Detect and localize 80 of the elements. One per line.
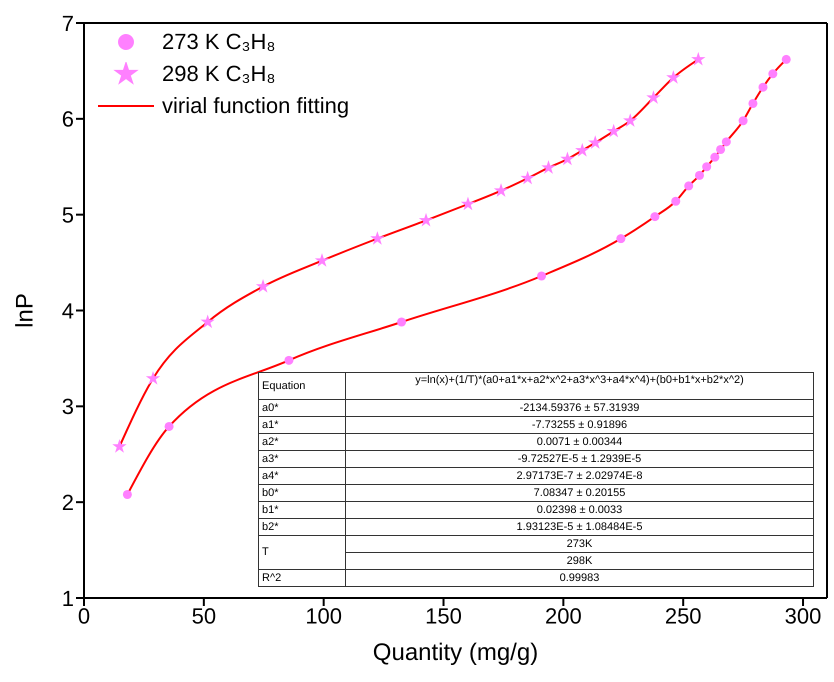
point	[650, 212, 660, 222]
point	[666, 70, 681, 84]
point	[164, 422, 174, 431]
annotation: y=ln(x)+(1/T)*(a0+a1*x+a2*x^2+a3*x^3+a4*x^4)+(b0+b1*x+b2*x^2)	[346, 372, 814, 400]
point	[758, 82, 768, 92]
point	[702, 162, 712, 172]
point	[575, 142, 590, 157]
y-tick-label: 2	[62, 490, 74, 515]
point	[606, 124, 621, 138]
annotation: a4*	[258, 468, 346, 484]
point	[541, 160, 556, 174]
annotation: 273K	[346, 536, 814, 552]
point	[122, 490, 132, 500]
annotation: b0*	[258, 484, 346, 502]
point	[200, 314, 215, 328]
annotation: 2.97173E-7 ± 2.02974E-8	[346, 468, 814, 484]
annotation: b1*	[258, 502, 346, 518]
annotation: 1.93123E-5 ± 1.08484E-5	[346, 518, 814, 536]
point	[284, 356, 294, 365]
point	[146, 370, 160, 385]
x-tick-label: 250	[664, 604, 702, 629]
point	[716, 144, 726, 154]
x-tick-label: 150	[425, 604, 462, 629]
point	[370, 231, 385, 245]
y-tick-label: 1	[62, 586, 74, 611]
annotation: a0*	[258, 400, 346, 416]
point	[616, 234, 626, 244]
y-axis-title: lnP	[12, 293, 39, 328]
point	[460, 196, 476, 210]
annotation: 0.99983	[346, 570, 814, 586]
y-tick-label: 3	[62, 394, 74, 420]
x-tick-label: 0	[78, 604, 90, 629]
y-tick-label: 4	[62, 298, 74, 324]
annotation: 7.08347 ± 0.20155	[346, 484, 814, 502]
y-tick-label: 5	[62, 202, 74, 228]
point	[710, 152, 720, 162]
point	[738, 116, 748, 126]
annotation: a2*	[258, 434, 346, 450]
point	[588, 135, 602, 149]
annotation: 298K	[346, 552, 814, 570]
annotation: 0.02398 ± 0.0033	[346, 502, 814, 518]
annotation: 0.0071 ± 0.00344	[346, 434, 814, 450]
annotation: -9.72527E-5 ± 1.2939E-5	[346, 450, 814, 468]
point	[560, 152, 575, 166]
point	[397, 317, 406, 327]
annotation: a3*	[258, 450, 346, 468]
annotation: R^2	[258, 570, 346, 586]
point	[537, 271, 546, 281]
legend-label: 273 K C₃H₈	[162, 28, 276, 56]
point	[684, 181, 694, 190]
point	[694, 170, 704, 180]
point	[768, 69, 778, 78]
annotation: Equation	[258, 372, 346, 400]
y-tick-label: 7	[62, 10, 74, 36]
annotation: -2134.59376 ± 57.31939	[346, 400, 814, 416]
point	[646, 90, 661, 104]
x-tick-label: 200	[544, 604, 582, 629]
legend-label: virial function fitting	[162, 92, 350, 120]
point	[691, 52, 706, 66]
x-tick-label: 300	[784, 604, 822, 629]
annotation: -7.73255 ± 0.91896	[346, 416, 814, 434]
point	[256, 278, 270, 293]
point	[520, 170, 535, 184]
point	[671, 196, 680, 206]
x-tick-label: 50	[192, 604, 216, 629]
point	[418, 212, 434, 227]
point	[112, 439, 127, 453]
legend-label: 298 K C₃H₈	[162, 60, 276, 88]
point	[782, 54, 791, 64]
x-tick-label: 100	[305, 604, 342, 629]
y-tick-label: 6	[62, 106, 74, 132]
point	[314, 253, 330, 267]
x-axis-title: Quantity (mg/g)	[372, 639, 538, 666]
point	[494, 183, 508, 197]
point	[623, 113, 638, 127]
annotation: b2*	[258, 518, 346, 536]
annotation: T	[258, 536, 346, 570]
point	[722, 137, 731, 146]
point	[748, 98, 758, 108]
annotation: a1*	[258, 416, 346, 434]
